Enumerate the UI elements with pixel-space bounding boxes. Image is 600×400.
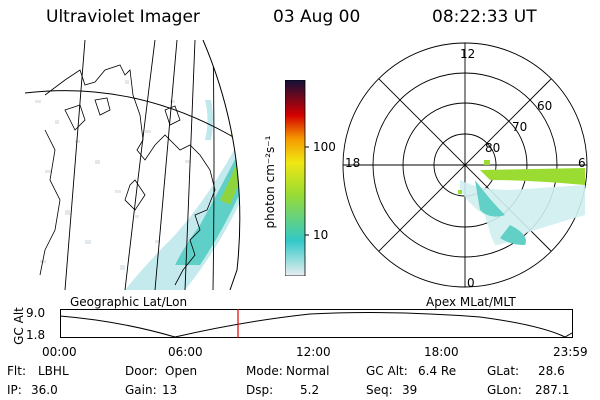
instrument-title: Ultraviolet Imager [46,7,200,27]
status-gcalt-value: 6.4 Re [418,364,457,378]
time-label: 08:22:33 UT [432,7,537,27]
geo-panel-caption: Geographic Lat/Lon [70,295,188,309]
status-gcalt-label: GC Alt: [366,364,408,378]
xtick-1800: 18:00 [424,345,459,359]
xtick-1200: 12:00 [296,345,331,359]
colorbar-tick-label-100: 100 [313,140,336,154]
status-gain-label: Gain: [125,383,157,397]
polar-aurora-outer [460,180,585,245]
polar-aurora-spot [500,225,526,245]
status-flt-label: Flt: [7,364,26,378]
mlt-label-0: 0 [467,276,475,290]
lat-label-60: 60 [537,99,553,113]
status-glat-label: GLat: [487,364,520,378]
coastline [39,64,216,286]
aurora-green [220,135,240,205]
latitude-line [25,90,236,139]
polar-plot-panel [342,42,588,288]
earth-limb [202,40,241,290]
status-mode-value: Normal [286,364,330,378]
status-seq-value: 39 [402,383,418,397]
altitude-curve [60,312,573,338]
altitude-ytick-min: 1.8 [26,328,46,342]
mlt-label-18: 18 [345,156,361,170]
xtick-2359: 23:59 [553,345,588,359]
mlt-label-12: 12 [460,47,476,61]
altitude-plot-frame [60,309,573,338]
mlt-label-6: 6 [578,156,586,170]
colorbar-tick-label-10: 10 [313,228,329,242]
status-ip-value: 36.0 [31,383,58,397]
polar-aurora-green [480,168,585,185]
status-flt-value: LBHL [38,364,69,378]
status-mode-label: Mode: [246,364,283,378]
polar-aurora-teal [475,180,505,217]
altitude-plot [60,309,573,338]
status-door-label: Door: [125,364,158,378]
xtick-0600: 06:00 [168,345,203,359]
islands [64,97,181,131]
polar-aurora-dot [484,160,490,165]
altitude-ytick-max: 9.0 [26,306,46,320]
status-glon-value: 287.1 [535,383,570,397]
colorbar [285,80,309,276]
status-ip-label: IP: [7,383,22,397]
polar-diagonal-2 [378,78,552,252]
status-gain-value: 13 [162,383,178,397]
altitude-ylabel: GC Alt [12,307,26,345]
date-label: 03 Aug 00 [273,7,361,27]
status-glat-value: 28.6 [538,364,565,378]
status-seq-label: Seq: [366,383,393,397]
status-dsp-label: Dsp: [246,383,274,397]
status-glon-label: GLon: [487,383,522,397]
aurora-patch [205,100,213,140]
colorbar-label: photon cm⁻²s⁻¹ [263,135,277,229]
xtick-0000: 00:00 [42,345,77,359]
status-dsp-value: 5.2 [300,383,320,397]
lat-label-70: 70 [512,120,528,134]
meridians [64,40,215,290]
status-door-value: Open [165,364,198,378]
polar-panel-caption: Apex MLat/MLT [426,295,516,309]
geographic-map-panel [25,40,241,290]
aurora-mid [175,130,240,265]
lat-label-80: 80 [485,141,501,155]
colorbar-gradient [285,80,306,276]
polar-aurora-dot-2 [458,190,462,194]
